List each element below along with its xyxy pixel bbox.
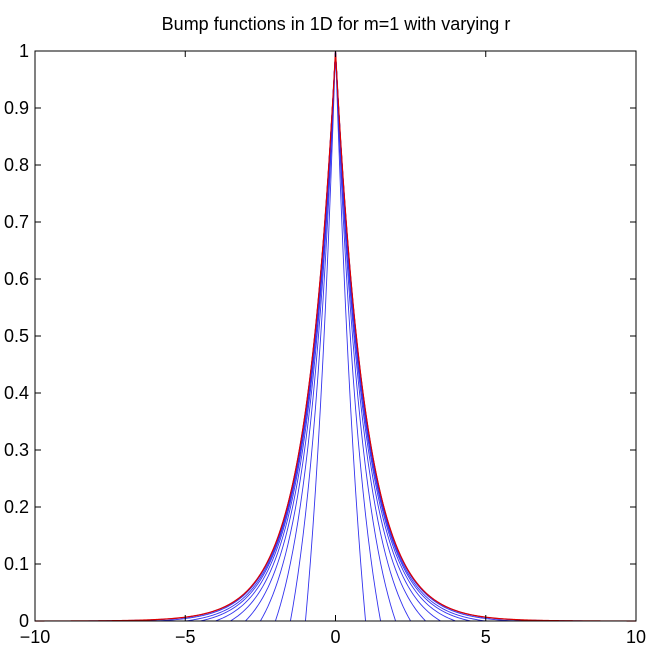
y-tick-label: 0.9 [4, 98, 29, 118]
x-tick-label: −10 [20, 627, 51, 647]
y-tick-label: 0.1 [4, 554, 29, 574]
plot-frame [34, 50, 637, 622]
y-tick-label: 0.2 [4, 497, 29, 517]
x-tick-label: 5 [481, 627, 491, 647]
bump-curve [35, 50, 636, 622]
bump-curve [35, 50, 636, 622]
bump-curve [35, 50, 636, 622]
y-tick-label: 0.5 [4, 326, 29, 346]
chart-title: Bump functions in 1D for m=1 with varyin… [162, 14, 511, 34]
limit-curve [35, 50, 636, 622]
y-tick-label: 0.4 [4, 383, 29, 403]
bump-curve [35, 50, 636, 622]
y-tick-label: 0.7 [4, 212, 29, 232]
y-tick-label: 0.6 [4, 269, 29, 289]
bump-curve [35, 50, 636, 622]
x-tick-label: −5 [175, 627, 196, 647]
x-tick-label: 0 [330, 627, 340, 647]
curves-layer [35, 50, 636, 622]
bump-curve [35, 50, 636, 622]
y-tick-label: 0.3 [4, 440, 29, 460]
bump-curve [35, 50, 636, 622]
bump-curve [35, 50, 636, 622]
x-tick-label: 10 [626, 627, 646, 647]
bump-curve [35, 50, 636, 622]
y-tick-label: 0 [19, 611, 29, 631]
bump-curve [35, 50, 636, 622]
y-tick-label: 0.8 [4, 155, 29, 175]
x-axis-ticks: −10 −5 0 5 10 [20, 51, 646, 647]
y-tick-label: 1 [19, 41, 29, 61]
bump-curve [35, 50, 636, 622]
y-axis-ticks: 0 0.1 0.2 0.3 0.4 0.5 0.6 0.7 0.8 0.9 1 [4, 41, 636, 631]
bump-curve [35, 50, 636, 622]
